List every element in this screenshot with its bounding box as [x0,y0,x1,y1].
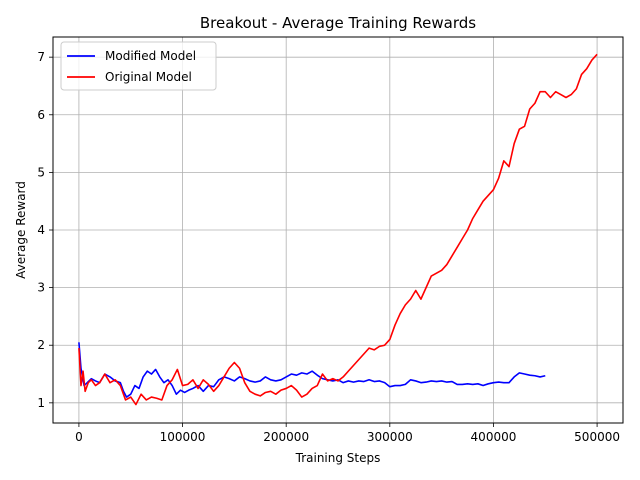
y-tick-label: 5 [37,165,45,179]
y-tick-label: 6 [37,108,45,122]
x-tick-label: 500000 [574,430,620,444]
axis-ticks: 0 100000 200000 300000 400000 500000 1 2 3 4 5 6 7 [37,50,620,444]
x-tick-label: 100000 [160,430,206,444]
series-lines [78,53,598,406]
x-tick-label: 0 [75,430,83,444]
x-tick-label: 300000 [367,430,413,444]
legend: Modified Model Original Model [60,41,217,91]
x-axis-label: Training Steps [295,451,381,465]
x-tick-label: 400000 [471,430,517,444]
legend-box [60,41,217,91]
series-line-original-model [78,53,598,406]
legend-label-modified-model: Modified Model [105,49,196,63]
series-line-modified-model [78,342,546,398]
chart-title: Breakout - Average Training Rewards [200,14,476,32]
y-axis-label: Average Reward [14,181,28,279]
grid [53,37,623,423]
y-tick-label: 7 [37,50,45,64]
y-tick-label: 3 [37,281,45,295]
x-tick-label: 200000 [263,430,309,444]
y-tick-label: 2 [37,338,45,352]
y-tick-label: 4 [37,223,45,237]
y-tick-label: 1 [37,396,45,410]
legend-label-original-model: Original Model [105,70,192,84]
